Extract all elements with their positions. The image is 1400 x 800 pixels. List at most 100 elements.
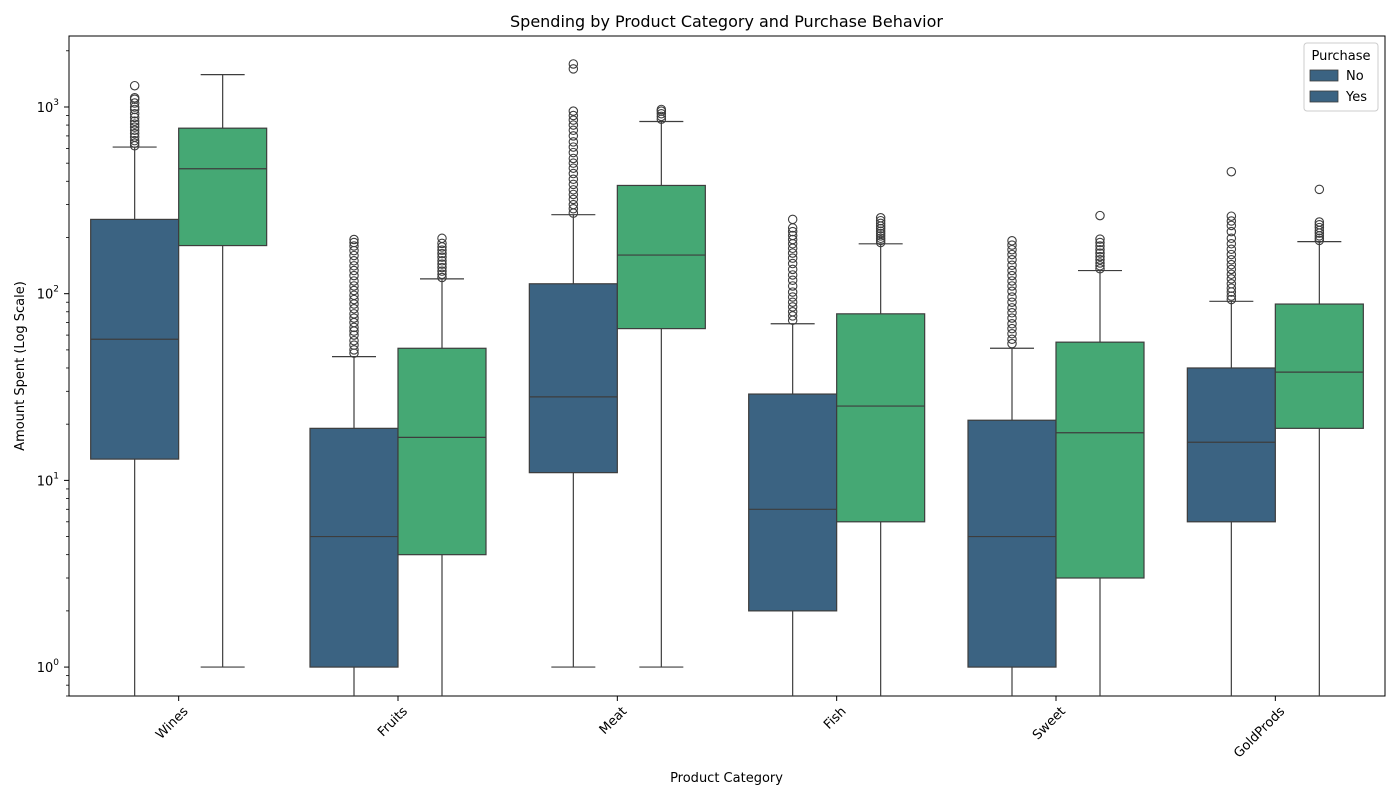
outlier-point [568, 142, 579, 152]
outlier-point [787, 214, 798, 225]
box-body [1055, 341, 1145, 579]
box-yes-goldprods [1274, 184, 1364, 696]
outlier-point [129, 108, 140, 119]
outlier-point [349, 285, 359, 296]
outlier-point [349, 304, 359, 314]
outlier-point [1007, 265, 1017, 276]
outlier-point [787, 287, 798, 297]
outlier-point [1095, 210, 1105, 221]
outlier-point [568, 120, 579, 130]
outlier-point [437, 259, 447, 269]
outlier-point [349, 345, 359, 355]
outlier-point [1007, 281, 1017, 291]
y-tick-base: 10 [37, 661, 54, 676]
x-tick-label-fish: Fish [821, 704, 849, 732]
outlier-point [787, 270, 798, 280]
outlier-point [1095, 234, 1105, 244]
y-tick-label: 101 [37, 471, 59, 489]
box-yes-fish [836, 213, 926, 696]
box-no-goldprods [1186, 166, 1276, 696]
box-yes-fruits [397, 233, 487, 696]
outlier-point [1314, 233, 1325, 244]
outlier-point [1007, 270, 1017, 281]
outlier-point [875, 218, 886, 229]
outlier-point [1226, 294, 1237, 305]
outlier-point [1007, 236, 1017, 246]
outlier-point [1007, 338, 1017, 349]
outlier-point [129, 98, 140, 108]
outlier-point [1226, 283, 1237, 293]
outlier-point [1226, 244, 1237, 254]
outlier-point [1007, 323, 1017, 334]
box-no-sweet [967, 236, 1057, 696]
outlier-point [129, 93, 140, 103]
outlier-point [568, 168, 579, 179]
outlier-point [129, 138, 140, 148]
outlier-point [875, 215, 886, 226]
outlier-point [1226, 239, 1237, 249]
outlier-point [1226, 233, 1237, 244]
box-body [397, 347, 487, 556]
outlier-point [129, 102, 140, 112]
x-tick-label-fruits: Fruits [375, 704, 411, 740]
outlier-point [787, 253, 798, 263]
outlier-point [349, 290, 359, 301]
outlier-point [568, 106, 579, 116]
x-tick-label-meat: Meat [597, 704, 630, 737]
outlier-point [1226, 211, 1237, 221]
outlier-point [349, 330, 359, 340]
outlier-point [1314, 222, 1325, 233]
outlier-point [568, 137, 579, 147]
outlier-point [349, 335, 359, 346]
box-body [1274, 303, 1364, 429]
outlier-point [787, 281, 798, 291]
outlier-point [1007, 249, 1017, 260]
outlier-point [568, 125, 579, 136]
outlier-point [568, 179, 579, 190]
outlier-point [129, 135, 140, 146]
outlier-point [787, 264, 798, 275]
outlier-point [129, 122, 140, 132]
outlier-point [349, 322, 359, 333]
box-body [967, 419, 1057, 668]
box-no-fish [748, 214, 838, 696]
outlier-point [568, 158, 579, 168]
outlier-point [437, 252, 447, 262]
outlier-point [129, 116, 140, 126]
outlier-point [787, 307, 798, 317]
outlier-point [787, 302, 798, 312]
outlier-point [568, 131, 579, 141]
y-tick-base: 10 [37, 474, 54, 489]
outlier-point [437, 272, 447, 283]
outlier-point [349, 313, 359, 323]
outlier-point [568, 153, 579, 164]
outlier-point [437, 238, 447, 249]
outlier-point [787, 292, 798, 302]
outlier-point [349, 234, 359, 245]
outlier-point [349, 340, 359, 350]
outlier-point [1007, 276, 1017, 286]
outlier-point [1095, 254, 1105, 265]
outlier-point [568, 64, 579, 74]
outlier-point [129, 125, 140, 136]
outlier-point [1007, 303, 1017, 313]
legend-label-yes: Yes [1345, 90, 1367, 105]
outlier-point [1226, 259, 1237, 270]
outlier-point [568, 110, 579, 121]
outlier-point [349, 309, 359, 319]
outlier-point [1095, 251, 1105, 262]
outlier-point [568, 115, 579, 125]
outlier-point [1007, 329, 1017, 339]
outlier-point [437, 262, 447, 273]
outlier-point [1226, 226, 1237, 237]
outlier-point [787, 258, 798, 269]
y-tick-label: 102 [37, 285, 59, 303]
outlier-point [568, 163, 579, 173]
outlier-point [656, 104, 667, 115]
outlier-point [568, 59, 579, 69]
legend: Purchase No Yes [1303, 42, 1379, 112]
y-tick-exponent: 2 [53, 285, 59, 295]
outlier-point [437, 269, 447, 280]
outlier-point [437, 266, 447, 276]
